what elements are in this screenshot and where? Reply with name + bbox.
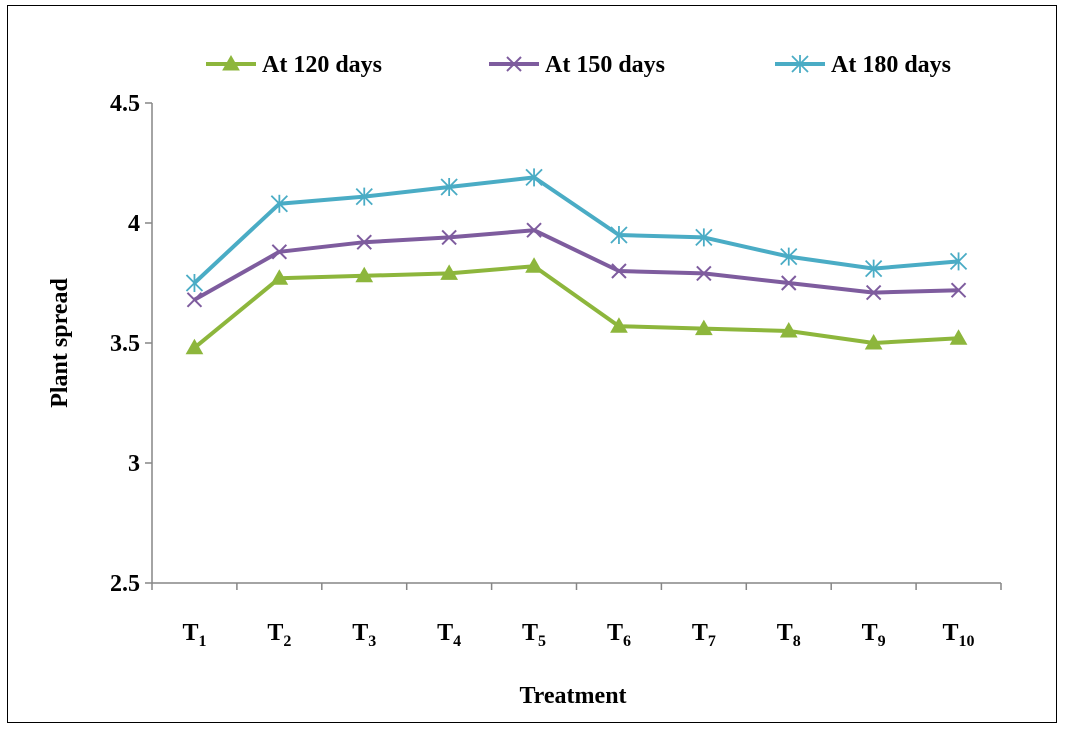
data-point — [186, 292, 203, 308]
y-tick-label: 3.5 — [110, 331, 140, 357]
data-point — [355, 266, 374, 283]
data-point — [611, 263, 627, 279]
legend: At 120 days At 150 days At 180 days — [206, 52, 951, 78]
legend-marker — [791, 55, 809, 73]
data-point — [440, 264, 459, 280]
y-tick-label: 4.5 — [110, 91, 140, 117]
data-point — [610, 317, 628, 333]
data-point — [694, 319, 713, 336]
y-tick-label: 2.5 — [110, 571, 140, 597]
data-point — [270, 269, 289, 285]
series-layer — [185, 168, 968, 355]
x-axis-label: Treatment — [519, 683, 626, 709]
data-point — [610, 226, 628, 244]
series-2 — [186, 222, 967, 308]
x-tick-label: T10 — [943, 620, 975, 650]
legend-label: At 150 days — [545, 52, 665, 78]
series-line — [193, 228, 959, 302]
legend-marker — [506, 56, 522, 72]
data-point — [185, 338, 204, 355]
data-point — [695, 228, 713, 247]
data-point — [440, 178, 458, 196]
chart-frame — [7, 5, 1057, 723]
x-tick-label: T9 — [862, 620, 886, 650]
data-point — [526, 222, 542, 238]
legend-label: At 120 days — [262, 52, 382, 78]
x-tick-label: T2 — [267, 620, 291, 650]
x-tick-label: T5 — [522, 620, 546, 650]
data-point — [864, 333, 883, 350]
data-point — [525, 168, 543, 187]
data-point — [441, 229, 457, 246]
series-3 — [185, 168, 968, 292]
data-point — [356, 234, 372, 250]
data-point — [271, 244, 288, 260]
legend-marker — [222, 54, 240, 71]
data-point — [779, 321, 798, 338]
series-line — [193, 175, 959, 285]
axes: 2.5 3 3.5 4 4.5 T1 T2 T3 T4 T5 T6 T7 T8 T9 T10 — [110, 91, 1002, 650]
data-point — [355, 187, 373, 206]
legend-item: At 120 days — [206, 52, 382, 78]
data-point — [270, 194, 288, 213]
legend-item: At 180 days — [775, 52, 951, 78]
data-point — [781, 275, 797, 291]
y-tick-label: 4 — [128, 211, 140, 237]
data-point — [865, 284, 882, 301]
x-tick-label: T8 — [777, 620, 801, 650]
x-tick-label: T4 — [437, 620, 461, 650]
legend-label: At 180 days — [831, 52, 951, 78]
x-tick-label: T3 — [352, 620, 376, 650]
x-tick-label: T6 — [607, 620, 631, 650]
data-point — [525, 257, 543, 273]
y-tick-label: 3 — [128, 451, 140, 477]
series-1 — [185, 257, 968, 355]
data-point — [949, 329, 968, 345]
data-point — [185, 274, 204, 292]
data-point — [950, 282, 967, 298]
y-axis-label: Plant spread — [47, 278, 73, 408]
data-point — [865, 259, 883, 278]
data-point — [949, 252, 968, 271]
data-point — [780, 247, 798, 266]
x-tick-label: T1 — [182, 620, 206, 650]
x-tick-label: T7 — [692, 620, 716, 650]
series-line — [193, 264, 959, 350]
data-point — [696, 265, 712, 282]
legend-item: At 150 days — [489, 52, 665, 78]
